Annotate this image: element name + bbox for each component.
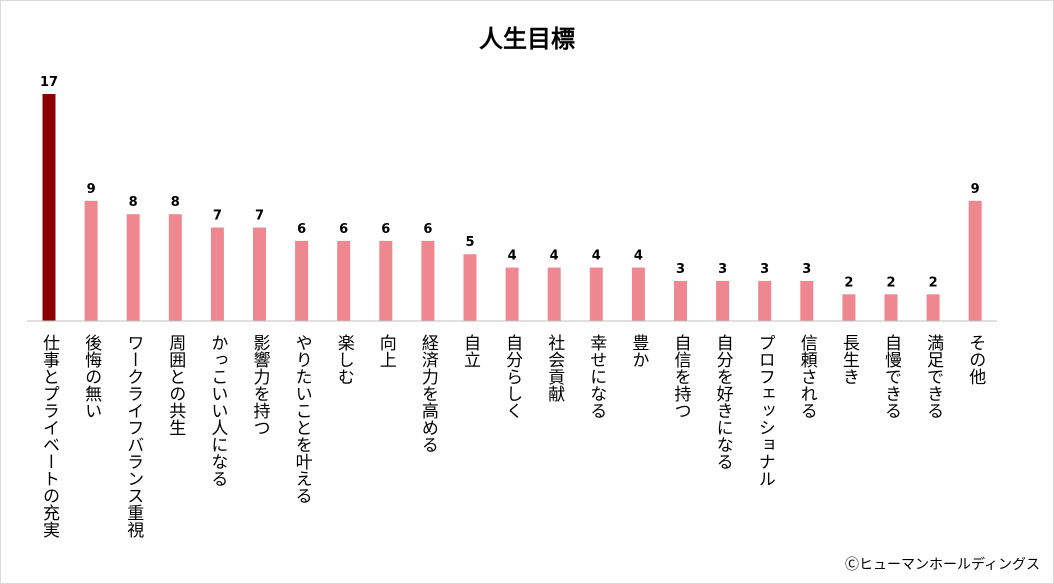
bar	[84, 200, 98, 321]
data-label: 6	[297, 222, 306, 237]
chart-title: 人生目標	[479, 25, 575, 53]
data-label: 2	[886, 275, 895, 290]
data-label: 4	[634, 249, 643, 264]
data-label: 8	[129, 195, 138, 210]
data-label: 4	[550, 249, 559, 264]
bar	[379, 240, 393, 321]
category-label: 自分を好きになる	[713, 334, 734, 470]
category-label: プロフェッショナル	[755, 334, 775, 487]
bar	[295, 240, 309, 321]
bar	[126, 214, 140, 321]
bar	[168, 214, 182, 321]
bar	[758, 280, 772, 321]
data-label: 2	[929, 275, 938, 290]
category-label: その他	[965, 334, 986, 385]
category-labels-group: 仕事とプライベートの充実 後悔の無い ワークライフバランス重視 周囲との共生 かっこいい…	[39, 334, 986, 539]
data-label: 3	[718, 262, 727, 277]
category-label: 社会貢献	[544, 334, 565, 403]
data-label: 3	[760, 262, 769, 277]
category-label: 豊か	[628, 334, 649, 368]
category-label: 後悔の無い	[81, 334, 102, 419]
bar	[547, 267, 561, 321]
category-label: 周囲との共生	[165, 334, 186, 436]
data-label: 17	[40, 75, 58, 90]
category-label: 自信を持つ	[671, 334, 692, 419]
bar	[842, 294, 856, 321]
bar	[253, 227, 266, 321]
category-label: 満足できる	[923, 334, 944, 419]
bar	[968, 200, 982, 321]
bar	[926, 294, 940, 321]
data-label: 2	[844, 275, 853, 290]
bar	[42, 94, 56, 321]
bar	[463, 254, 477, 321]
bar	[337, 240, 351, 321]
data-label: 3	[802, 262, 811, 277]
category-label: 仕事とプライベートの充実	[39, 334, 60, 538]
category-label: 自慢できる	[881, 334, 902, 419]
bar	[631, 267, 645, 321]
data-label: 4	[592, 249, 601, 264]
bar	[716, 280, 730, 321]
value-labels-group: 17 9 8 8 7 7 6 6 6 6 5 4 4 4 4 3 3 3 3 2 2 2 9	[40, 75, 980, 290]
category-label: かっこいい人になる	[207, 334, 228, 487]
bar	[589, 267, 603, 321]
category-label: ワークライフバランス重視	[123, 334, 144, 539]
data-label: 9	[971, 182, 980, 197]
data-label: 5	[465, 235, 474, 250]
data-label: 4	[508, 249, 517, 264]
copyright-text: Ⓒヒューマンホールディングス	[845, 556, 1040, 573]
data-label: 9	[87, 182, 96, 197]
category-label: 経済力を高める	[418, 334, 439, 453]
data-label: 8	[171, 195, 180, 210]
category-label: 楽しむ	[334, 334, 355, 385]
category-label: 向上	[376, 334, 397, 368]
data-label: 7	[213, 209, 222, 224]
category-label: 幸せになる	[586, 334, 607, 419]
category-label: 自立	[460, 334, 481, 368]
bar	[210, 227, 224, 321]
data-label: 3	[676, 262, 685, 277]
data-label: 7	[255, 209, 264, 224]
category-label: 長生き	[839, 334, 860, 385]
bars-group	[42, 94, 982, 321]
bar	[800, 280, 814, 321]
data-label: 6	[339, 222, 348, 237]
category-label: 自分らしく	[502, 334, 523, 419]
bar	[674, 280, 687, 321]
bar	[505, 267, 519, 321]
bar	[884, 294, 898, 321]
bar	[421, 240, 435, 321]
data-label: 6	[381, 222, 390, 237]
category-label: 信頼される	[797, 334, 818, 419]
category-label: 影響力を持つ	[250, 334, 271, 436]
category-label: やりたいことを叶える	[292, 334, 312, 504]
data-label: 6	[423, 222, 432, 237]
